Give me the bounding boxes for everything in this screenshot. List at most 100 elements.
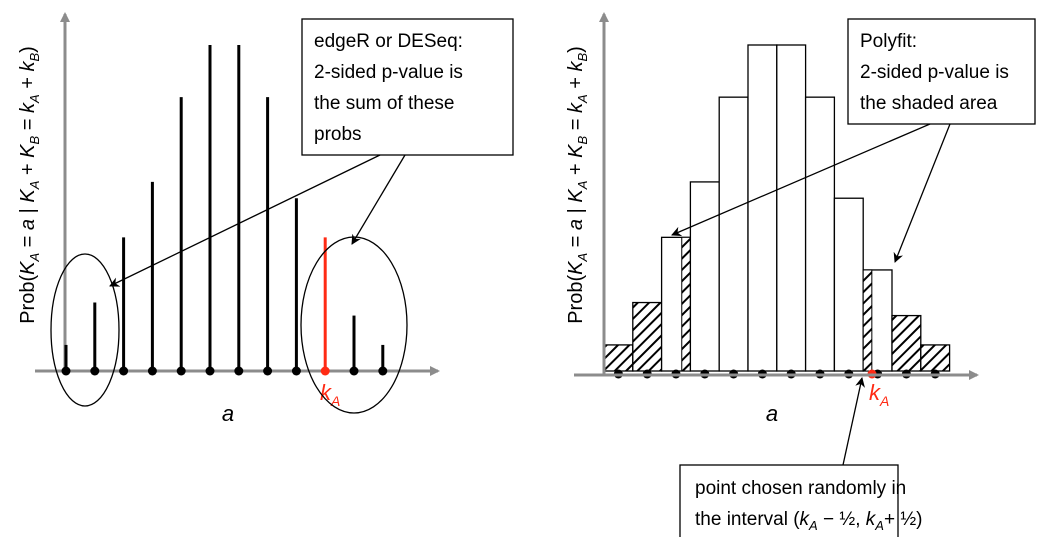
r-ylabel-kA: A — [575, 94, 590, 104]
r-ylabel-a: a — [565, 219, 587, 230]
bottom-callout-mid: − ½, — [818, 509, 866, 530]
right-x-axis-label: a — [766, 401, 778, 426]
left-stems — [61, 45, 388, 376]
left-kA-label: kA — [320, 380, 340, 409]
r-ylabel-B: B — [575, 135, 590, 144]
r-ylabel-A2: A — [575, 181, 590, 191]
left-kA-k: k — [320, 380, 332, 405]
r-ylabel-k1: k — [565, 102, 587, 113]
r-ylabel-plus1: + — [565, 158, 587, 181]
r-ylabel-K3: K — [565, 143, 587, 158]
bar-2 — [632, 301, 663, 372]
r-ylabel-A: A — [575, 253, 590, 263]
r-ylabel-eq2: = — [565, 113, 587, 136]
left-callout-line-2: 2-sided p-value is — [314, 62, 463, 83]
left-callout-box — [301, 18, 514, 156]
bar-shade-3 — [681, 236, 691, 372]
r-ylabel-k2: k — [565, 61, 587, 72]
right-callout-text: Polyfit: 2-sided p-value is the shaded a… — [860, 31, 1014, 114]
r-ylabel-suffix: ) — [565, 46, 587, 53]
stem-dot-3 — [119, 366, 129, 376]
ylabel-kB: B — [27, 53, 42, 62]
bar-6 — [747, 44, 778, 372]
bottom-callout-text: point chosen randomly in the interval (k… — [695, 478, 923, 533]
right-panel: Prob(KA = a | KA + KB = kA + kB) a kA Po… — [565, 12, 1036, 537]
bar-4 — [689, 181, 720, 372]
left-y-axis-label: Prob(KA = a | KA + KB = kA + kB) — [17, 46, 42, 324]
bottom-callout-k2: k — [866, 509, 877, 530]
bar-9 — [833, 197, 864, 372]
r-ylabel-eq1: = — [565, 230, 587, 253]
right-kA-k: k — [869, 380, 881, 405]
ylabel-kA: A — [27, 94, 42, 104]
ylabel-eq1: = — [17, 230, 39, 253]
right-arrow-to-right-tail — [893, 123, 951, 263]
right-kA-sub: A — [879, 393, 889, 409]
r-ylabel-bar: | — [565, 203, 587, 219]
bar-11 — [891, 314, 922, 372]
stem-dot-7 — [234, 366, 244, 376]
r-ylabel-kB: B — [575, 53, 590, 62]
bottom-callout-line-2-pre: the interval ( — [695, 509, 800, 530]
stem-dot-11 — [349, 366, 359, 376]
r-ylabel-K: K — [565, 260, 587, 275]
ylabel-A2: A — [27, 181, 42, 191]
bar-shade-10 — [862, 269, 873, 372]
ylabel-A: A — [27, 253, 42, 263]
ylabel-bar: | — [17, 203, 39, 219]
bar-8 — [804, 96, 836, 372]
right-callout-line-2: 2-sided p-value is — [860, 62, 1009, 83]
stem-dot-6 — [205, 366, 215, 376]
bar-1 — [603, 344, 634, 372]
right-callout-box — [847, 18, 1036, 125]
bottom-callout-end: + ½) — [884, 509, 923, 530]
left-callout-line-1: edgeR or DESeq: — [314, 31, 463, 52]
ylabel-a: a — [17, 219, 39, 230]
ylabel-plus1: + — [17, 158, 39, 181]
r-ylabel-prefix: Prob( — [565, 275, 587, 324]
ylabel-eq2: = — [17, 113, 39, 136]
ylabel-B: B — [27, 135, 42, 144]
ylabel-suffix: ) — [17, 46, 39, 53]
r-ylabel-K2: K — [565, 188, 587, 203]
bottom-callout-arrow — [842, 377, 865, 466]
bar-5 — [718, 96, 749, 372]
left-tail-ellipse — [50, 253, 120, 407]
ylabel-K2: K — [17, 188, 39, 203]
left-panel: Prob(KA = a | KA + KB = kA + kB) a kA ed… — [17, 12, 514, 426]
ylabel-prefix: Prob( — [17, 275, 39, 324]
right-bars — [603, 44, 951, 372]
stem-dot-12 — [378, 366, 388, 376]
left-callout-line-3: the sum of these — [314, 93, 454, 114]
bar-7 — [776, 44, 807, 372]
right-callout-line-1: Polyfit: — [860, 31, 917, 52]
stem-dot-2 — [90, 366, 100, 376]
left-arrow-to-left-tail — [109, 154, 381, 287]
stem-dot-9 — [291, 366, 301, 376]
right-arrow-to-left-tail — [671, 123, 931, 237]
left-callout-text: edgeR or DESeq: 2-sided p-value is the s… — [314, 31, 468, 145]
bar-12 — [920, 344, 951, 372]
right-kA-label: kA — [869, 380, 889, 409]
right-callout-line-3: the shaded area — [860, 93, 998, 114]
left-kA-sub: A — [330, 393, 340, 409]
left-callout-line-4: probs — [314, 124, 362, 145]
right-y-axis-label: Prob(KA = a | KA + KB = kA + kB) — [565, 46, 590, 324]
stem-dot-5 — [176, 366, 186, 376]
left-arrow-to-right-tail — [351, 154, 406, 245]
stem-dot-4 — [147, 366, 157, 376]
stem-dot-1 — [61, 366, 71, 376]
bottom-callout-box — [679, 464, 899, 537]
ylabel-k2: k — [17, 61, 39, 72]
left-x-axis-label: a — [222, 401, 234, 426]
stem-dot-10 — [320, 366, 330, 376]
ylabel-k1: k — [17, 102, 39, 113]
bottom-callout-line-1: point chosen randomly in — [695, 478, 906, 499]
r-ylabel-plus2: + — [565, 72, 587, 95]
ylabel-K: K — [17, 260, 39, 275]
bottom-callout-sub1: A — [808, 518, 818, 533]
ylabel-plus2: + — [17, 72, 39, 95]
bottom-callout-k1: k — [800, 509, 811, 530]
ylabel-K3: K — [17, 143, 39, 158]
